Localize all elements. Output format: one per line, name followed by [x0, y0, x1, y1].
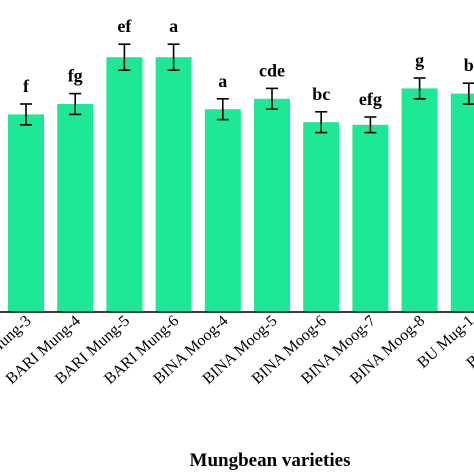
- error-bar-5: [216, 98, 229, 121]
- significance-label-10: b: [464, 55, 474, 75]
- bar-3: [106, 57, 143, 313]
- bar-2: [57, 104, 94, 312]
- bar-7: [303, 122, 340, 312]
- significance-label-3: ef: [117, 16, 132, 36]
- bars-group: [8, 57, 474, 313]
- error-bar-4: [167, 43, 180, 71]
- significance-label-2: fg: [68, 66, 83, 86]
- bar-4: [155, 57, 192, 313]
- x-axis-title: Mungbean varieties: [190, 450, 351, 471]
- error-bar-9: [413, 77, 426, 100]
- error-bar-1: [20, 103, 32, 126]
- error-bar-6: [266, 87, 278, 110]
- error-bar-10: [462, 82, 474, 105]
- significance-label-8: efg: [359, 89, 382, 109]
- significance-label-7: bc: [312, 84, 330, 104]
- significance-label-6: cde: [259, 60, 285, 80]
- bar-10: [450, 93, 474, 312]
- error-bar-7: [315, 111, 328, 134]
- significance-label-9: g: [415, 50, 424, 70]
- error-bars-group: [20, 43, 474, 134]
- bar-8: [352, 124, 389, 312]
- significance-label-5: a: [218, 71, 227, 91]
- error-bar-3: [118, 43, 131, 71]
- significance-label-1: f: [23, 76, 30, 96]
- bar-9: [401, 88, 438, 313]
- bar-5: [204, 109, 241, 312]
- significance-labels-group: ffgefaacdebcefggbbc: [23, 16, 474, 109]
- error-bar-2: [69, 92, 82, 116]
- significance-label-4: a: [169, 16, 178, 36]
- bar-1: [8, 114, 44, 313]
- bar-6: [254, 98, 290, 312]
- error-bar-8: [364, 116, 377, 134]
